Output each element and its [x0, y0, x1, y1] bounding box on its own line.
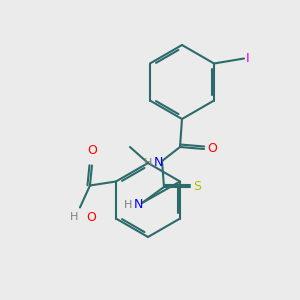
- Text: O: O: [86, 211, 96, 224]
- Text: H: H: [144, 158, 152, 168]
- Text: O: O: [207, 142, 217, 155]
- Text: H: H: [70, 212, 78, 223]
- Text: I: I: [246, 52, 250, 65]
- Text: H: H: [124, 200, 132, 210]
- Text: N: N: [133, 199, 143, 212]
- Text: S: S: [193, 181, 201, 194]
- Text: N: N: [153, 157, 163, 169]
- Text: O: O: [87, 145, 97, 158]
